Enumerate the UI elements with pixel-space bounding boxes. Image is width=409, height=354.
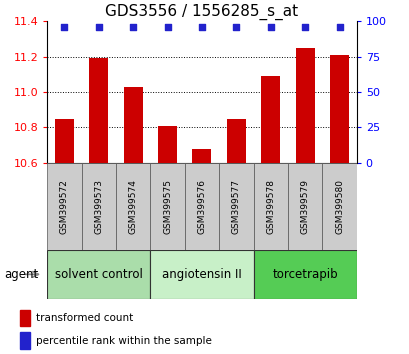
Bar	[261, 76, 279, 163]
Bar	[218, 163, 253, 250]
Point	[130, 24, 136, 30]
Point	[335, 24, 342, 30]
Bar	[287, 163, 321, 250]
Text: angiotensin II: angiotensin II	[162, 268, 241, 281]
Text: GSM399573: GSM399573	[94, 179, 103, 234]
Point	[267, 24, 273, 30]
Text: GSM399575: GSM399575	[163, 179, 172, 234]
Bar	[20, 332, 30, 349]
Point	[164, 24, 171, 30]
Text: GSM399577: GSM399577	[231, 179, 240, 234]
Title: GDS3556 / 1556285_s_at: GDS3556 / 1556285_s_at	[105, 4, 298, 20]
Bar	[124, 87, 142, 163]
Bar	[158, 126, 177, 163]
Point	[95, 24, 102, 30]
Bar	[253, 250, 356, 299]
Bar	[150, 250, 253, 299]
Bar	[55, 119, 74, 163]
Bar	[150, 163, 184, 250]
Bar	[184, 163, 218, 250]
Bar	[116, 163, 150, 250]
Point	[61, 24, 67, 30]
Bar	[47, 250, 150, 299]
Text: GSM399579: GSM399579	[300, 179, 309, 234]
Text: GSM399578: GSM399578	[265, 179, 274, 234]
Text: solvent control: solvent control	[55, 268, 142, 281]
Text: GSM399580: GSM399580	[334, 179, 343, 234]
Text: torcetrapib: torcetrapib	[272, 268, 337, 281]
Bar	[321, 163, 356, 250]
Bar	[192, 149, 211, 163]
Bar	[81, 163, 116, 250]
Text: GSM399572: GSM399572	[60, 179, 69, 234]
Bar	[329, 55, 348, 163]
Point	[198, 24, 204, 30]
Text: GSM399574: GSM399574	[128, 179, 137, 234]
Text: transformed count: transformed count	[36, 313, 133, 323]
Point	[232, 24, 239, 30]
Bar	[47, 163, 81, 250]
Text: GSM399576: GSM399576	[197, 179, 206, 234]
Text: agent: agent	[4, 268, 38, 281]
Bar	[295, 48, 314, 163]
Point	[301, 24, 308, 30]
Bar	[226, 119, 245, 163]
Bar	[20, 309, 30, 326]
Bar	[253, 163, 287, 250]
Text: percentile rank within the sample: percentile rank within the sample	[36, 336, 211, 346]
Bar	[89, 58, 108, 163]
